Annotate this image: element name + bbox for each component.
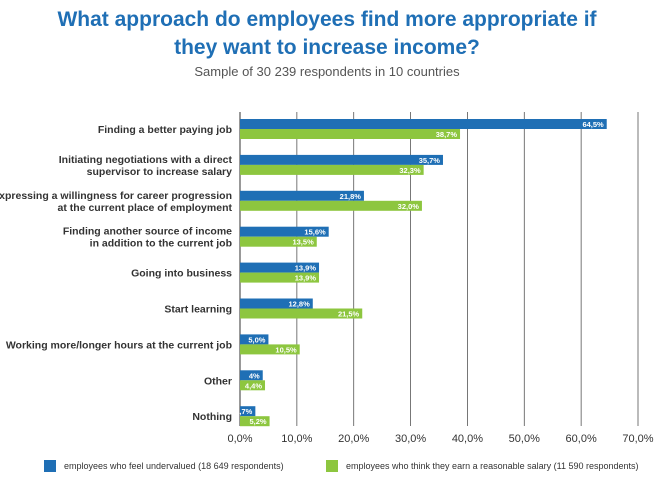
bar	[240, 370, 263, 381]
data-label: 5,0%	[248, 335, 265, 344]
bar	[240, 344, 300, 355]
bar	[240, 226, 329, 237]
x-tick-label: 10,0%	[281, 433, 312, 445]
category-label: Expressing a willingness for career prog…	[0, 190, 232, 202]
chart-title: What approach do employees find more app…	[0, 6, 654, 62]
x-tick-label: 20,0%	[338, 433, 369, 445]
legend-label-reasonable: employees who think they earn a reasonab…	[346, 461, 639, 471]
x-tick-label: 0,0%	[227, 433, 252, 445]
category-label: at the current place of employment	[58, 202, 233, 214]
bar	[240, 380, 266, 391]
data-label: 32,3%	[399, 166, 421, 175]
bar	[240, 308, 363, 319]
data-label: 21,5%	[338, 310, 360, 319]
category-label: in addition to the current job	[90, 238, 232, 250]
bar	[240, 129, 461, 139]
bar	[240, 262, 320, 273]
bar	[240, 298, 313, 309]
bar	[240, 236, 317, 247]
category-label: Going into business	[131, 268, 232, 280]
data-label: 13,5%	[292, 238, 314, 247]
bar	[240, 200, 422, 211]
bar	[240, 416, 270, 427]
data-label: 2,7%	[235, 407, 252, 416]
category-label: Other	[204, 375, 232, 387]
data-label: 4%	[249, 371, 260, 380]
x-tick-label: 30,0%	[395, 433, 426, 445]
legend-item-undervalued: employees who feel undervalued (18 649 r…	[44, 460, 284, 472]
chart-title-line-2: they want to increase income?	[174, 36, 480, 59]
legend-swatch-reasonable	[326, 460, 338, 472]
category-label: Start learning	[164, 304, 232, 316]
data-label: 15,6%	[304, 228, 326, 237]
x-tick-label: 40,0%	[452, 433, 483, 445]
data-label: 12,8%	[288, 300, 310, 309]
bar	[240, 272, 320, 283]
category-label: Finding another source of income	[63, 226, 232, 238]
x-tick-label: 60,0%	[566, 433, 597, 445]
bar	[240, 154, 443, 165]
chart-subtitle: Sample of 30 239 respondents in 10 count…	[194, 64, 460, 79]
category-label: supervisor to increase salary	[87, 166, 232, 178]
data-label: 64,5%	[582, 120, 604, 129]
legend-item-reasonable: employees who think they earn a reasonab…	[326, 460, 639, 472]
data-label: 10,5%	[275, 345, 297, 354]
data-label: 13,9%	[295, 264, 317, 273]
bar	[240, 406, 256, 417]
x-tick-label: 70,0%	[622, 433, 653, 445]
data-label: 38,7%	[436, 130, 458, 139]
x-tick-label: 50,0%	[509, 433, 540, 445]
data-label: 4,4%	[245, 381, 262, 390]
data-label: 32,0%	[398, 202, 420, 211]
bar	[240, 164, 424, 175]
bar	[240, 190, 364, 201]
category-label: Working more/longer hours at the current…	[6, 339, 232, 351]
chart-title-line-1: What approach do employees find more app…	[57, 8, 597, 31]
legend-swatch-undervalued	[44, 460, 56, 472]
category-label: Finding a better paying job	[98, 124, 232, 136]
data-label: 5,2%	[249, 417, 266, 426]
category-label: Initiating negotiations with a direct	[59, 154, 233, 166]
bar	[240, 334, 269, 345]
category-label: Nothing	[192, 411, 232, 423]
data-label: 13,9%	[295, 274, 317, 283]
data-label: 21,8%	[340, 192, 362, 201]
legend-label-undervalued: employees who feel undervalued (18 649 r…	[64, 461, 284, 471]
bar	[240, 119, 607, 129]
data-label: 35,7%	[419, 156, 441, 165]
